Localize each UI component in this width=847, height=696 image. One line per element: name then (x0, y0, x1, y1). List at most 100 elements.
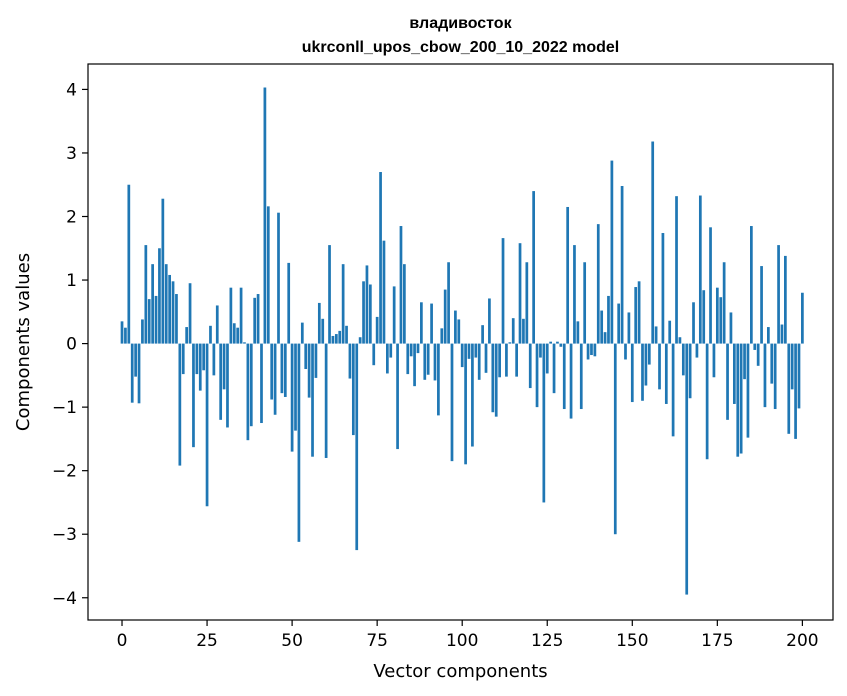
bar (382, 240, 386, 344)
bar (498, 343, 501, 378)
bar (273, 343, 277, 415)
bar (681, 343, 685, 376)
bar (566, 206, 570, 344)
bar (389, 343, 393, 358)
bar (542, 343, 546, 503)
y-tick-label: −4 (52, 589, 77, 609)
bar (283, 343, 287, 397)
y-tick-label: −1 (52, 398, 77, 418)
bar (198, 343, 202, 391)
bar (596, 224, 600, 344)
bar (763, 343, 767, 408)
bar (164, 264, 168, 344)
y-tick-label: 1 (66, 271, 77, 291)
bar (750, 226, 753, 344)
bar (522, 318, 525, 344)
bar (511, 318, 515, 344)
bar (767, 327, 770, 344)
bars-group (120, 87, 804, 595)
bar (151, 264, 154, 344)
bar (249, 343, 253, 427)
bar (209, 325, 212, 344)
bar (705, 343, 709, 460)
bar (576, 321, 580, 344)
bar (266, 206, 270, 344)
bar (477, 343, 481, 380)
bar (787, 343, 791, 434)
bar (651, 141, 655, 344)
bar (263, 87, 267, 344)
y-axis-ticks: −4 −3 −2 −1 0 1 2 3 4 (52, 80, 88, 609)
bar (120, 321, 124, 344)
x-tick-label: 175 (701, 631, 733, 651)
bar (569, 343, 573, 419)
bar (583, 262, 587, 344)
bar (518, 243, 522, 344)
bar (746, 343, 750, 438)
bar (158, 248, 161, 344)
bar (600, 310, 604, 344)
bar (794, 343, 797, 439)
bar (392, 286, 396, 344)
bar (440, 328, 444, 344)
y-tick-label: −3 (52, 525, 77, 545)
chart-subtitle: ukrconll_upos_cbow_200_10_2022 model (302, 39, 619, 56)
bar (454, 310, 457, 344)
bar (426, 343, 430, 375)
bar (549, 341, 553, 344)
bar (178, 343, 182, 466)
bar (722, 262, 726, 344)
bar (457, 319, 461, 344)
bar (471, 343, 474, 447)
bar (494, 343, 498, 417)
bar (726, 343, 729, 420)
bar (641, 343, 644, 401)
bar (147, 299, 151, 344)
bar (675, 196, 678, 344)
bar (368, 284, 372, 344)
bar (617, 303, 621, 344)
bar (613, 343, 617, 535)
x-axis-label: Vector components (373, 661, 547, 682)
bar (685, 343, 689, 595)
bar (433, 343, 437, 381)
bar (532, 191, 535, 344)
bar (508, 342, 512, 344)
bar (355, 343, 359, 551)
bar (304, 343, 308, 370)
bar (226, 343, 229, 428)
bar (760, 266, 763, 344)
x-tick-label: 100 (446, 631, 478, 651)
bar (460, 343, 464, 368)
bar (297, 343, 301, 542)
bar (474, 343, 478, 358)
bar (784, 255, 787, 344)
bar (525, 262, 529, 344)
bar (348, 343, 352, 379)
bar (579, 343, 583, 410)
y-tick-label: 2 (66, 208, 77, 228)
x-tick-label: 0 (117, 631, 128, 651)
bar (253, 297, 257, 344)
bar (256, 294, 260, 344)
bar (505, 343, 508, 377)
bar (658, 343, 661, 390)
bar (678, 337, 682, 344)
bar (324, 343, 328, 458)
bar (192, 343, 195, 448)
bar (154, 295, 158, 344)
x-tick-label: 50 (281, 631, 303, 651)
x-tick-label: 125 (531, 631, 563, 651)
bar (338, 330, 342, 344)
bar (294, 343, 297, 431)
bar (328, 245, 331, 344)
bar (341, 264, 345, 344)
bar (399, 226, 403, 344)
bar (743, 343, 746, 380)
bar (290, 343, 294, 452)
bar (668, 320, 672, 344)
y-axis-label: Components values (13, 253, 34, 431)
bar (195, 343, 199, 375)
bar (406, 343, 410, 375)
bar (409, 343, 413, 357)
